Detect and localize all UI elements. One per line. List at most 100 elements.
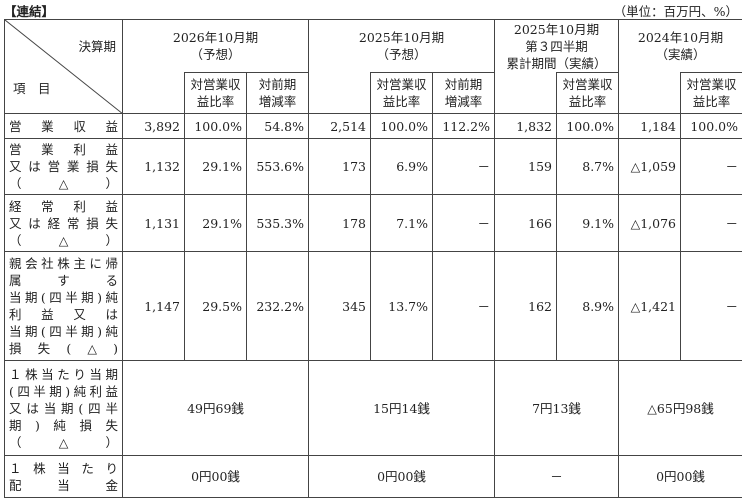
cell: － bbox=[432, 251, 495, 361]
cell: 232.2% bbox=[246, 251, 309, 361]
text-line: 対営業収 bbox=[376, 77, 427, 92]
cell: 54.8% bbox=[246, 113, 309, 139]
text-line: （予想） bbox=[376, 47, 427, 62]
text-line: 益比率 bbox=[568, 94, 607, 109]
cell: 159 bbox=[494, 138, 557, 195]
cell: 553.6% bbox=[246, 138, 309, 195]
cell: 0円00銭 bbox=[308, 455, 495, 498]
cell: 0円00銭 bbox=[618, 455, 742, 498]
blank-cell bbox=[494, 72, 557, 114]
cell: 345 bbox=[308, 251, 371, 361]
blank-cell bbox=[618, 72, 682, 114]
blank-cell bbox=[308, 72, 371, 114]
blank-cell bbox=[122, 72, 185, 114]
results-table: 決算期項 目 2026年10月期 （予想） 2025年10月期 （予想） 2025年10月… bbox=[4, 19, 742, 498]
row-label: 親会社株主に帰 属する 当期(四半期)純 利益又は 当期(四半期)純 損失(△) bbox=[4, 251, 123, 361]
row-label: 経常利益 又は経常損失 （△） bbox=[4, 194, 123, 252]
text-line: 親会社株主に帰 bbox=[9, 256, 118, 271]
text-line: 増減率 bbox=[444, 94, 483, 109]
subheader: 対前期 増減率 bbox=[246, 72, 309, 114]
cell: － bbox=[680, 138, 742, 195]
text-line: 経常利益 bbox=[9, 198, 118, 214]
row-label: １株当たり当期 (四半期)純利益 又は当期(四半 期)純損失 （△） bbox=[4, 360, 123, 456]
cell: △1,059 bbox=[618, 138, 682, 195]
data-row: 営業利益 又は営業損失 （△） 1,132 29.1% 553.6% 173 6.9% － 159… bbox=[4, 138, 742, 195]
cell: 100.0% bbox=[680, 113, 742, 139]
period-header: 2026年10月期 （予想） bbox=[122, 19, 309, 73]
corner-bottom: 項 目 bbox=[13, 81, 51, 96]
data-row: １株当たり当期 (四半期)純利益 又は当期(四半 期)純損失 （△） 49円69銭 15円1… bbox=[4, 360, 742, 456]
cell: △1,421 bbox=[618, 251, 682, 361]
cell: 6.9% bbox=[370, 138, 433, 195]
cell: 9.1% bbox=[555, 194, 620, 252]
text-line: （予想） bbox=[190, 47, 241, 62]
diagonal bbox=[5, 20, 122, 113]
text-line: 益比率 bbox=[692, 94, 731, 109]
data-row: 営業収益 3,892 100.0% 54.8% 2,514 100.0% 112.2% 1,8… bbox=[4, 113, 742, 139]
cell: 7.1% bbox=[370, 194, 433, 252]
subheader: 対営業収 益比率 bbox=[555, 72, 620, 114]
cell: 100.0% bbox=[370, 113, 433, 139]
cell: 13.7% bbox=[370, 251, 433, 361]
row-label: １株当たり 配当金 bbox=[4, 455, 123, 498]
cell: △65円98銭 bbox=[618, 360, 742, 456]
text-line: 対前期 bbox=[444, 77, 483, 92]
cell: － bbox=[680, 251, 742, 361]
text-line: 営業利益 bbox=[9, 142, 118, 157]
unit-note: （単位：百万円、%） bbox=[613, 4, 738, 19]
cell: 1,131 bbox=[122, 194, 185, 252]
text-line: 対営業収 bbox=[686, 77, 737, 92]
text-line: 対前期 bbox=[258, 77, 297, 92]
subheader: 対営業収 益比率 bbox=[370, 72, 433, 114]
text-line: 対営業収 bbox=[562, 77, 613, 92]
diagonal-line bbox=[5, 20, 122, 113]
cell: 166 bbox=[494, 194, 557, 252]
text-line: 当期(四半期)純 bbox=[9, 324, 118, 339]
row-label: 営業利益 又は営業損失 （△） bbox=[4, 138, 123, 195]
text-line: （実績） bbox=[655, 47, 706, 62]
cell: 535.3% bbox=[246, 194, 309, 252]
cell: － bbox=[493, 455, 620, 498]
cell: － bbox=[680, 194, 742, 252]
row-label: 営業収益 bbox=[4, 113, 123, 139]
data-row: 経常利益 又は経常損失 （△） 1,131 29.1% 535.3% 178 7.1% － 166… bbox=[4, 194, 742, 252]
period-header: 2025年10月期 （予想） bbox=[308, 19, 495, 73]
text-line: 又は経常損失 bbox=[9, 215, 118, 231]
header-row: 決算期項 目 2026年10月期 （予想） 2025年10月期 （予想） 2025年10月… bbox=[4, 19, 742, 114]
text-line: 期)純損失 bbox=[9, 417, 118, 433]
cell: 49円69銭 bbox=[122, 360, 309, 456]
text-line: １株当たり当期 bbox=[9, 366, 118, 382]
cell: 1,184 bbox=[618, 113, 682, 139]
cell: 162 bbox=[494, 251, 557, 361]
cell: － bbox=[432, 138, 495, 195]
cell: 178 bbox=[308, 194, 371, 252]
text-line: 当期(四半期)純 bbox=[9, 290, 118, 305]
text-line: 2025年10月期 bbox=[513, 21, 600, 37]
subheader: 対営業収 益比率 bbox=[680, 72, 742, 114]
cell: 1,147 bbox=[122, 251, 185, 361]
cell: 29.5% bbox=[184, 251, 247, 361]
corner-top: 決算期 bbox=[78, 39, 116, 54]
cell: 29.1% bbox=[184, 194, 247, 252]
text-line: (四半期)純利益 bbox=[9, 383, 118, 399]
text-line: 又は営業損失 bbox=[9, 159, 118, 174]
text-line: 属する bbox=[9, 273, 118, 288]
text-line: 益比率 bbox=[382, 94, 421, 109]
text-line: 配当金 bbox=[9, 477, 118, 493]
header: 【連結】 （単位：百万円、%） bbox=[4, 0, 738, 19]
cell: 3,892 bbox=[122, 113, 185, 139]
text-line: 2026年10月期 bbox=[172, 30, 259, 45]
cell: 0円00銭 bbox=[122, 455, 309, 498]
cell: － bbox=[432, 194, 495, 252]
text-line: 営業収益 bbox=[9, 118, 118, 134]
text-line: 2025年10月期 bbox=[358, 30, 445, 45]
cell: 29.1% bbox=[184, 138, 247, 195]
text-line: 損失(△) bbox=[9, 341, 118, 356]
data-row: 親会社株主に帰 属する 当期(四半期)純 利益又は 当期(四半期)純 損失(△) 1,147… bbox=[4, 251, 742, 361]
cell: 173 bbox=[308, 138, 371, 195]
text-line: 益比率 bbox=[196, 94, 235, 109]
text-line: 又は当期(四半 bbox=[9, 400, 118, 416]
cell: 100.0% bbox=[184, 113, 247, 139]
cell: 8.9% bbox=[555, 251, 620, 361]
